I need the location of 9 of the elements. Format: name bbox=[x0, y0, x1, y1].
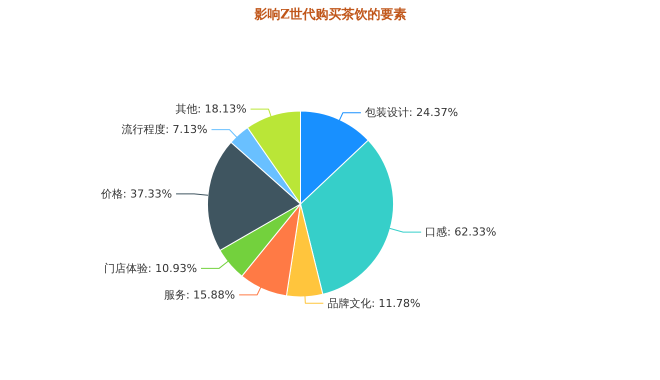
slice-label: 包装设计: 24.37% bbox=[364, 106, 458, 120]
slice-label: 价格: 37.33% bbox=[100, 187, 172, 200]
slice-label: 流行程度: 7.13% bbox=[121, 123, 208, 136]
chart-title: 影响Z世代购买茶饮的要素 bbox=[253, 6, 407, 22]
slice-label: 服务: 15.88% bbox=[164, 288, 236, 302]
slice-label: 口感: 62.33% bbox=[425, 226, 496, 239]
slice-label: 门店体验: 10.93% bbox=[104, 262, 198, 275]
slice-label: 品牌文化: 11.78% bbox=[327, 296, 420, 310]
slice-label: 其他: 18.13% bbox=[175, 102, 247, 116]
